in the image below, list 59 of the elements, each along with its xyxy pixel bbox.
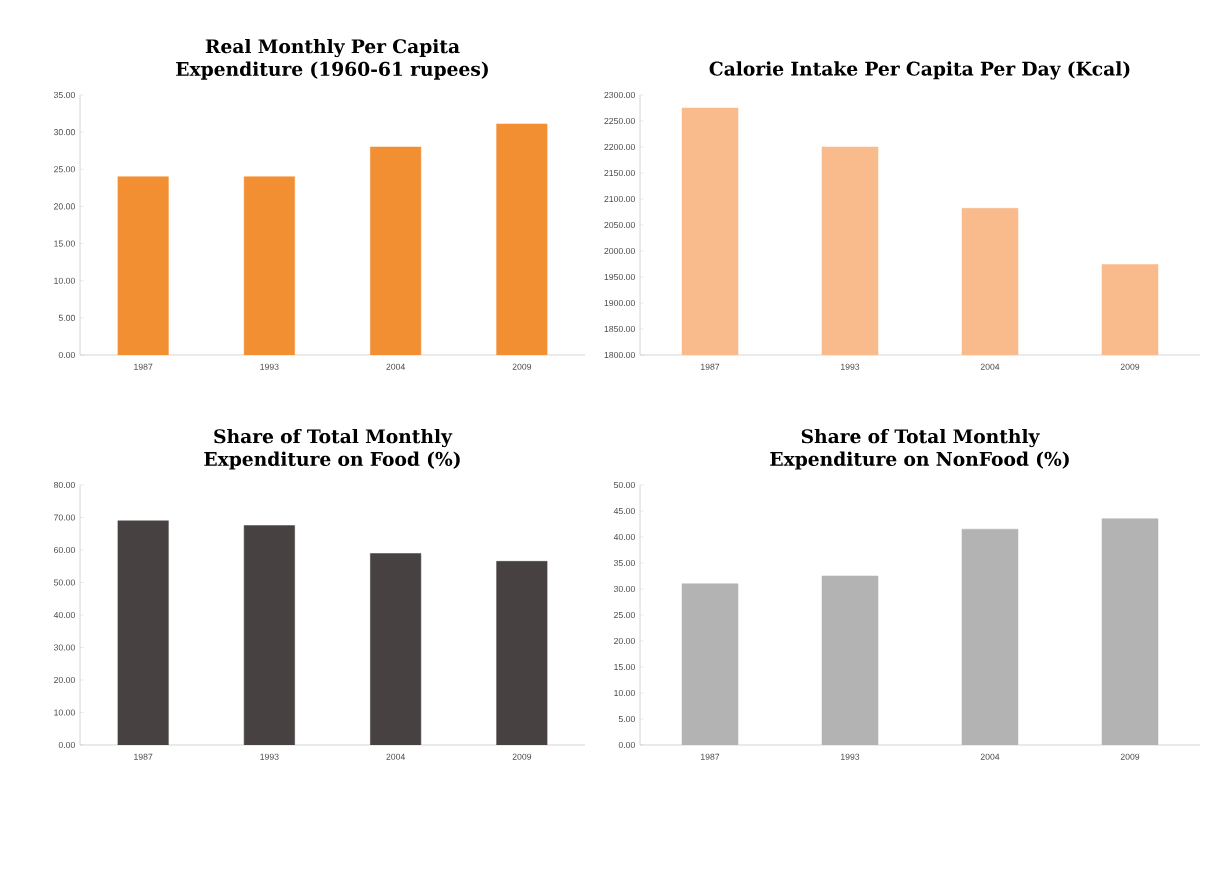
y-tick-label: 10.00: [614, 689, 635, 697]
y-tick-label: 2250.00: [604, 117, 635, 125]
chart-title: Real Monthly Per Capita Expenditure (1960-61 rupees): [176, 38, 488, 80]
y-tick-label: 35.00: [53, 91, 75, 99]
y-tick-label: 20.00: [54, 203, 75, 210]
y-tick-label: 1800.00: [604, 351, 635, 359]
y-tick-label: 70.00: [54, 514, 75, 521]
x-tick-label: 1993: [260, 753, 279, 760]
y-tick-label: 1900.00: [604, 299, 635, 307]
x-tick-label: 1993: [260, 363, 279, 370]
y-tick-label: 10.00: [54, 277, 75, 284]
x-tick-label: 2004: [386, 753, 405, 760]
chart-title: Share of Total Monthly Expenditure on NonFood (%): [770, 428, 1069, 470]
y-tick-label: 30.00: [53, 129, 75, 136]
y-tick-label: 2050.00: [604, 221, 635, 229]
y-tick-label: 0.00: [58, 351, 75, 359]
x-tick-label: 2009: [512, 753, 532, 760]
y-tick-label: 10.00: [54, 709, 75, 716]
y-tick-label: 40.00: [613, 533, 635, 541]
y-tick-label: 50.00: [613, 481, 635, 489]
y-tick-label: 5.00: [58, 314, 75, 321]
x-tick-label: 2004: [980, 363, 1000, 370]
y-tick-label: 2300.00: [604, 91, 635, 99]
y-tick-label: 60.00: [54, 546, 75, 554]
y-tick-label: 45.00: [613, 507, 635, 515]
x-tick-label: 2009: [512, 363, 532, 370]
x-tick-label: 2004: [386, 363, 405, 370]
y-tick-label: 5.00: [618, 715, 635, 723]
y-tick-label: 25.00: [54, 166, 75, 173]
x-tick-label: 1993: [841, 363, 860, 370]
x-tick-label: 1987: [134, 753, 153, 760]
chart-title: Calorie Intake Per Capita Per Day (Kcal): [709, 61, 1130, 80]
x-tick-label: 1987: [134, 363, 153, 370]
y-tick-label: 2000.00: [604, 247, 635, 255]
y-tick-label: 80.00: [53, 481, 75, 489]
y-tick-label: 1950.00: [604, 273, 635, 281]
y-tick-label: 1850.00: [604, 325, 635, 333]
y-tick-label: 0.00: [58, 741, 75, 749]
y-tick-label: 20.00: [614, 637, 635, 645]
y-tick-label: 40.00: [53, 611, 75, 619]
x-tick-label: 1993: [841, 753, 860, 760]
x-tick-label: 2009: [1120, 363, 1140, 370]
x-tick-label: 2009: [1120, 753, 1140, 760]
x-tick-label: 2004: [980, 753, 1000, 760]
y-tick-label: 30.00: [53, 644, 75, 651]
y-tick-label: 15.00: [614, 663, 635, 671]
y-tick-label: 2200.00: [604, 143, 635, 151]
y-tick-label: 25.00: [614, 611, 635, 619]
y-tick-label: 15.00: [54, 240, 75, 247]
y-tick-label: 35.00: [613, 559, 635, 567]
y-tick-label: 2100.00: [604, 195, 635, 203]
chart-title: Share of Total Monthly Expenditure on Food (%): [204, 428, 460, 470]
y-tick-label: 50.00: [53, 579, 75, 586]
y-tick-label: 0.00: [618, 741, 635, 749]
y-tick-label: 30.00: [613, 585, 635, 593]
x-tick-label: 1987: [701, 363, 720, 370]
y-tick-label: 20.00: [54, 676, 75, 684]
x-tick-label: 1987: [701, 753, 720, 760]
y-tick-label: 2150.00: [604, 169, 635, 177]
